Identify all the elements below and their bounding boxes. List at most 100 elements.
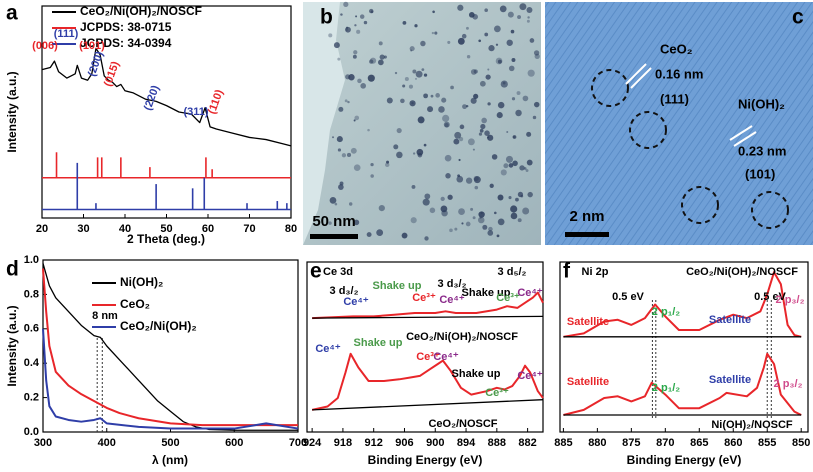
tem-image: 50 nm b: [303, 1, 541, 245]
particle: [470, 97, 477, 104]
scale-bar: [565, 232, 609, 237]
marker: [733, 131, 757, 147]
particle: [447, 40, 451, 44]
particle: [480, 123, 486, 130]
particle: [517, 218, 522, 223]
series-line: [41, 47, 292, 147]
image-label: 0.23 nm: [738, 143, 786, 158]
annotation: Ce⁴⁺: [315, 343, 341, 355]
series-line: [312, 315, 544, 319]
particle: [414, 24, 418, 28]
image-background: [545, 2, 813, 245]
scale-bar: [310, 234, 358, 239]
x-tick-label: 865: [690, 437, 708, 449]
particle: [470, 207, 474, 211]
series-line: [563, 271, 802, 338]
particle: [510, 212, 518, 220]
particle: [456, 175, 464, 183]
particle: [424, 193, 431, 200]
particle: [526, 159, 533, 166]
annotation: Shake up: [452, 368, 501, 380]
particle: [479, 80, 486, 87]
image-label: CeO₂: [660, 41, 693, 56]
particle: [457, 174, 461, 178]
particle: [340, 13, 343, 16]
x-tick-label: 885: [554, 437, 572, 449]
particle: [370, 174, 374, 178]
particle: [356, 29, 361, 34]
particle: [462, 104, 467, 110]
particle: [493, 25, 501, 33]
series-line: [42, 268, 298, 427]
x-tick-label: 700: [289, 437, 307, 449]
particle: [533, 101, 540, 108]
particle: [378, 204, 385, 212]
particle: [353, 119, 356, 122]
particle: [347, 100, 350, 104]
particle: [507, 11, 514, 18]
particle: [401, 232, 408, 239]
particle: [478, 132, 483, 136]
particle: [450, 85, 454, 90]
particle: [443, 121, 450, 128]
particle: [377, 59, 384, 66]
annotation: Ce³⁺: [412, 292, 436, 304]
annotation: CeO₂/Ni(OH)₂/NOSCF: [686, 266, 798, 278]
annotation: 8 nm: [92, 310, 118, 322]
x-axis-label: 2 Theta (deg.): [127, 232, 205, 246]
particle: [458, 158, 461, 162]
x-tick-label: 400: [98, 437, 116, 449]
marker: [630, 67, 652, 89]
annotation: CeO₂/Ni(OH)₂/NOSCF: [406, 331, 518, 343]
x-axis-label: Binding Energy (eV): [368, 453, 483, 467]
particle: [457, 4, 464, 11]
particle: [510, 29, 515, 34]
annotation: 0.5 eV: [754, 291, 786, 303]
chart-panel: 300 400 500 600 700 0.0 0.2 0.4 0.6 0.8 1.0 λ (nm) I…: [5, 254, 307, 467]
particle: [411, 184, 416, 189]
annotation: Shake up: [462, 287, 511, 299]
particle: [474, 185, 479, 190]
particle: [495, 43, 499, 46]
particle: [423, 73, 428, 77]
particle: [394, 71, 398, 75]
particle: [532, 115, 537, 120]
x-tick-label: 300: [34, 437, 52, 449]
x-tick-label: 882: [518, 437, 536, 449]
x-tick-label: 870: [656, 437, 674, 449]
particle: [386, 160, 390, 164]
particle: [461, 33, 467, 39]
panel-label: e: [310, 260, 322, 283]
particle: [427, 106, 434, 113]
particle: [515, 109, 522, 117]
particle: [459, 124, 465, 130]
particle: [430, 94, 434, 98]
particle: [343, 1, 349, 7]
image-label: Ni(OH)₂: [738, 96, 785, 111]
particle: [444, 154, 452, 162]
axis-frame: [306, 261, 544, 433]
particle: [332, 136, 335, 139]
particle: [517, 15, 522, 20]
particle: [416, 148, 424, 156]
particle: [487, 230, 494, 236]
particle: [420, 40, 426, 47]
axis-frame: [559, 261, 809, 433]
particle: [440, 196, 445, 202]
particle: [517, 191, 524, 198]
particle: [489, 183, 494, 188]
particle: [497, 59, 502, 64]
annotation: (200): [86, 50, 106, 79]
particle: [370, 162, 374, 167]
annotation: 3 d₅/₂: [498, 266, 527, 278]
x-tick-label: 860: [724, 437, 742, 449]
image-label: (111): [660, 91, 689, 106]
particle: [496, 234, 500, 238]
particle: [412, 69, 417, 74]
particle: [400, 98, 405, 104]
particle: [494, 211, 497, 215]
particle: [497, 194, 504, 201]
particle: [526, 131, 532, 137]
x-tick-label: 70: [243, 223, 255, 235]
